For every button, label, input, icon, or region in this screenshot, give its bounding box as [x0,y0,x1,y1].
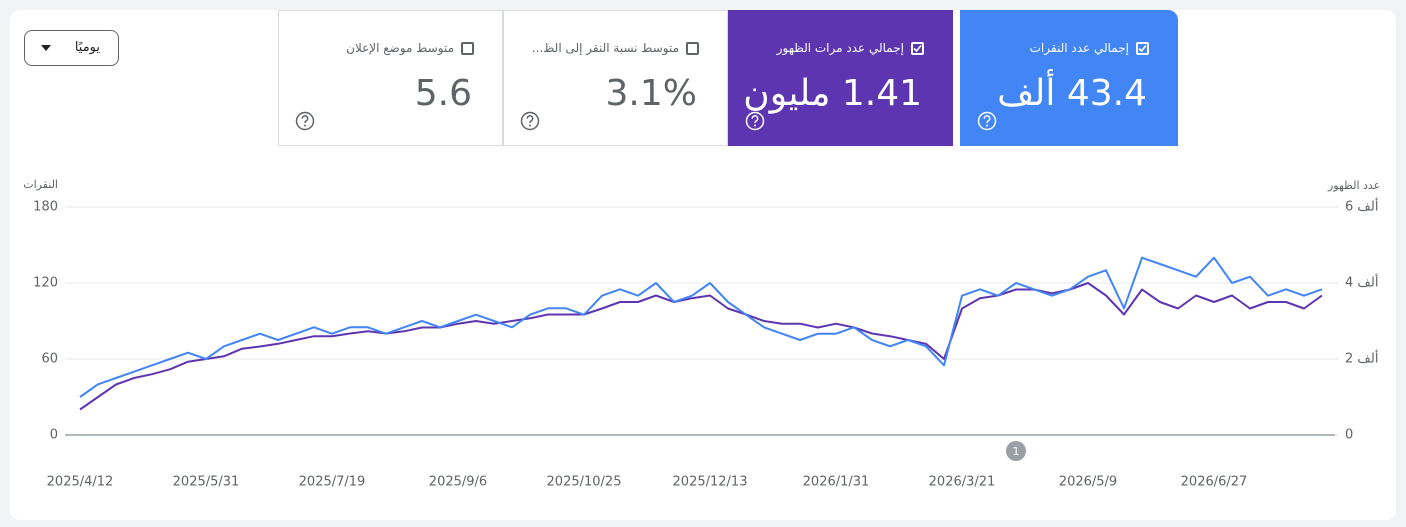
help-circle [977,111,997,131]
metric-card[interactable]: متوسط موضع الإعلان 5.6 [278,10,503,146]
performance-panel: يوميًا إجمالي عدد النقرات 43.4 ألف إجمالي … [10,10,1396,520]
y2-tick-label: 6 ألف [1345,198,1378,215]
y-axis-title: النقرات [23,178,58,191]
dropdown-arrow [41,45,51,51]
series-line [79,256,1323,398]
period-dropdown[interactable]: يوميًا [24,30,119,66]
check-icon [1138,44,1147,53]
help-circle [745,111,765,131]
help-mark [983,115,991,124]
card-label: متوسط نسبة النقر إلى الظ... [531,41,679,55]
help-icon [520,111,540,131]
check-path [913,44,922,53]
y-tick-label: 0 [50,428,58,443]
help-circle [520,111,540,131]
x-tick-label: 2025/9/6 [429,475,487,490]
card-value: 1.41 مليون [743,73,922,114]
card-label: متوسط موضع الإعلان [346,41,454,55]
annotation-marker [1006,441,1026,461]
help-circle [295,111,315,131]
x-tick-label: 2025/4/12 [47,475,114,490]
metric-card[interactable]: متوسط نسبة النقر إلى الظ... 3.1% [503,10,728,146]
x-tick-label: 2025/5/31 [173,475,240,490]
help-icon [295,111,315,131]
help-dot [754,124,756,127]
checkbox [461,42,474,55]
card-value: 3.1% [605,73,697,114]
card-label: إجمالي عدد النقرات [1029,41,1129,55]
check-icon [913,44,922,53]
metric-card[interactable]: إجمالي عدد مرات الظهور 1.41 مليون [728,10,953,146]
card-value: 5.6 [414,73,472,114]
help-mark [301,115,309,124]
x-tick-label: 2026/5/9 [1059,475,1117,490]
metric-card[interactable]: إجمالي عدد النقرات 43.4 ألف [960,10,1178,146]
help-mark [526,115,534,124]
card-value: 43.4 ألف [997,73,1147,114]
x-tick-label: 2026/1/31 [803,475,870,490]
y-tick-label: 180 [33,200,58,215]
x-tick-label: 2025/12/13 [673,475,748,490]
dropdown-label: يوميًا [74,40,100,55]
x-tick-label: 2025/7/19 [299,475,366,490]
y2-tick-label: 2 ألف [1345,350,1378,367]
y2-tick-label: 4 ألف [1345,274,1378,291]
checkbox [911,42,924,55]
help-mark [751,115,759,124]
help-icon [977,111,997,131]
y-tick-label: 120 [33,276,58,291]
x-tick-label: 2026/3/21 [929,475,996,490]
series-line [79,282,1323,411]
annotation-text: 1 [1013,445,1020,458]
y2-axis-title: عدد الظهور [1327,179,1380,192]
x-tick-label: 2026/6/27 [1181,475,1248,490]
help-icon [745,111,765,131]
help-dot [304,124,306,127]
help-dot [529,124,531,127]
card-label: إجمالي عدد مرات الظهور [776,41,904,55]
help-dot [986,124,988,127]
checkbox [1136,42,1149,55]
checkbox [686,42,699,55]
x-tick-label: 2025/10/25 [547,475,622,490]
check-path [1138,44,1147,53]
y2-tick-label: 0 [1345,428,1353,443]
y-tick-label: 60 [41,352,58,367]
